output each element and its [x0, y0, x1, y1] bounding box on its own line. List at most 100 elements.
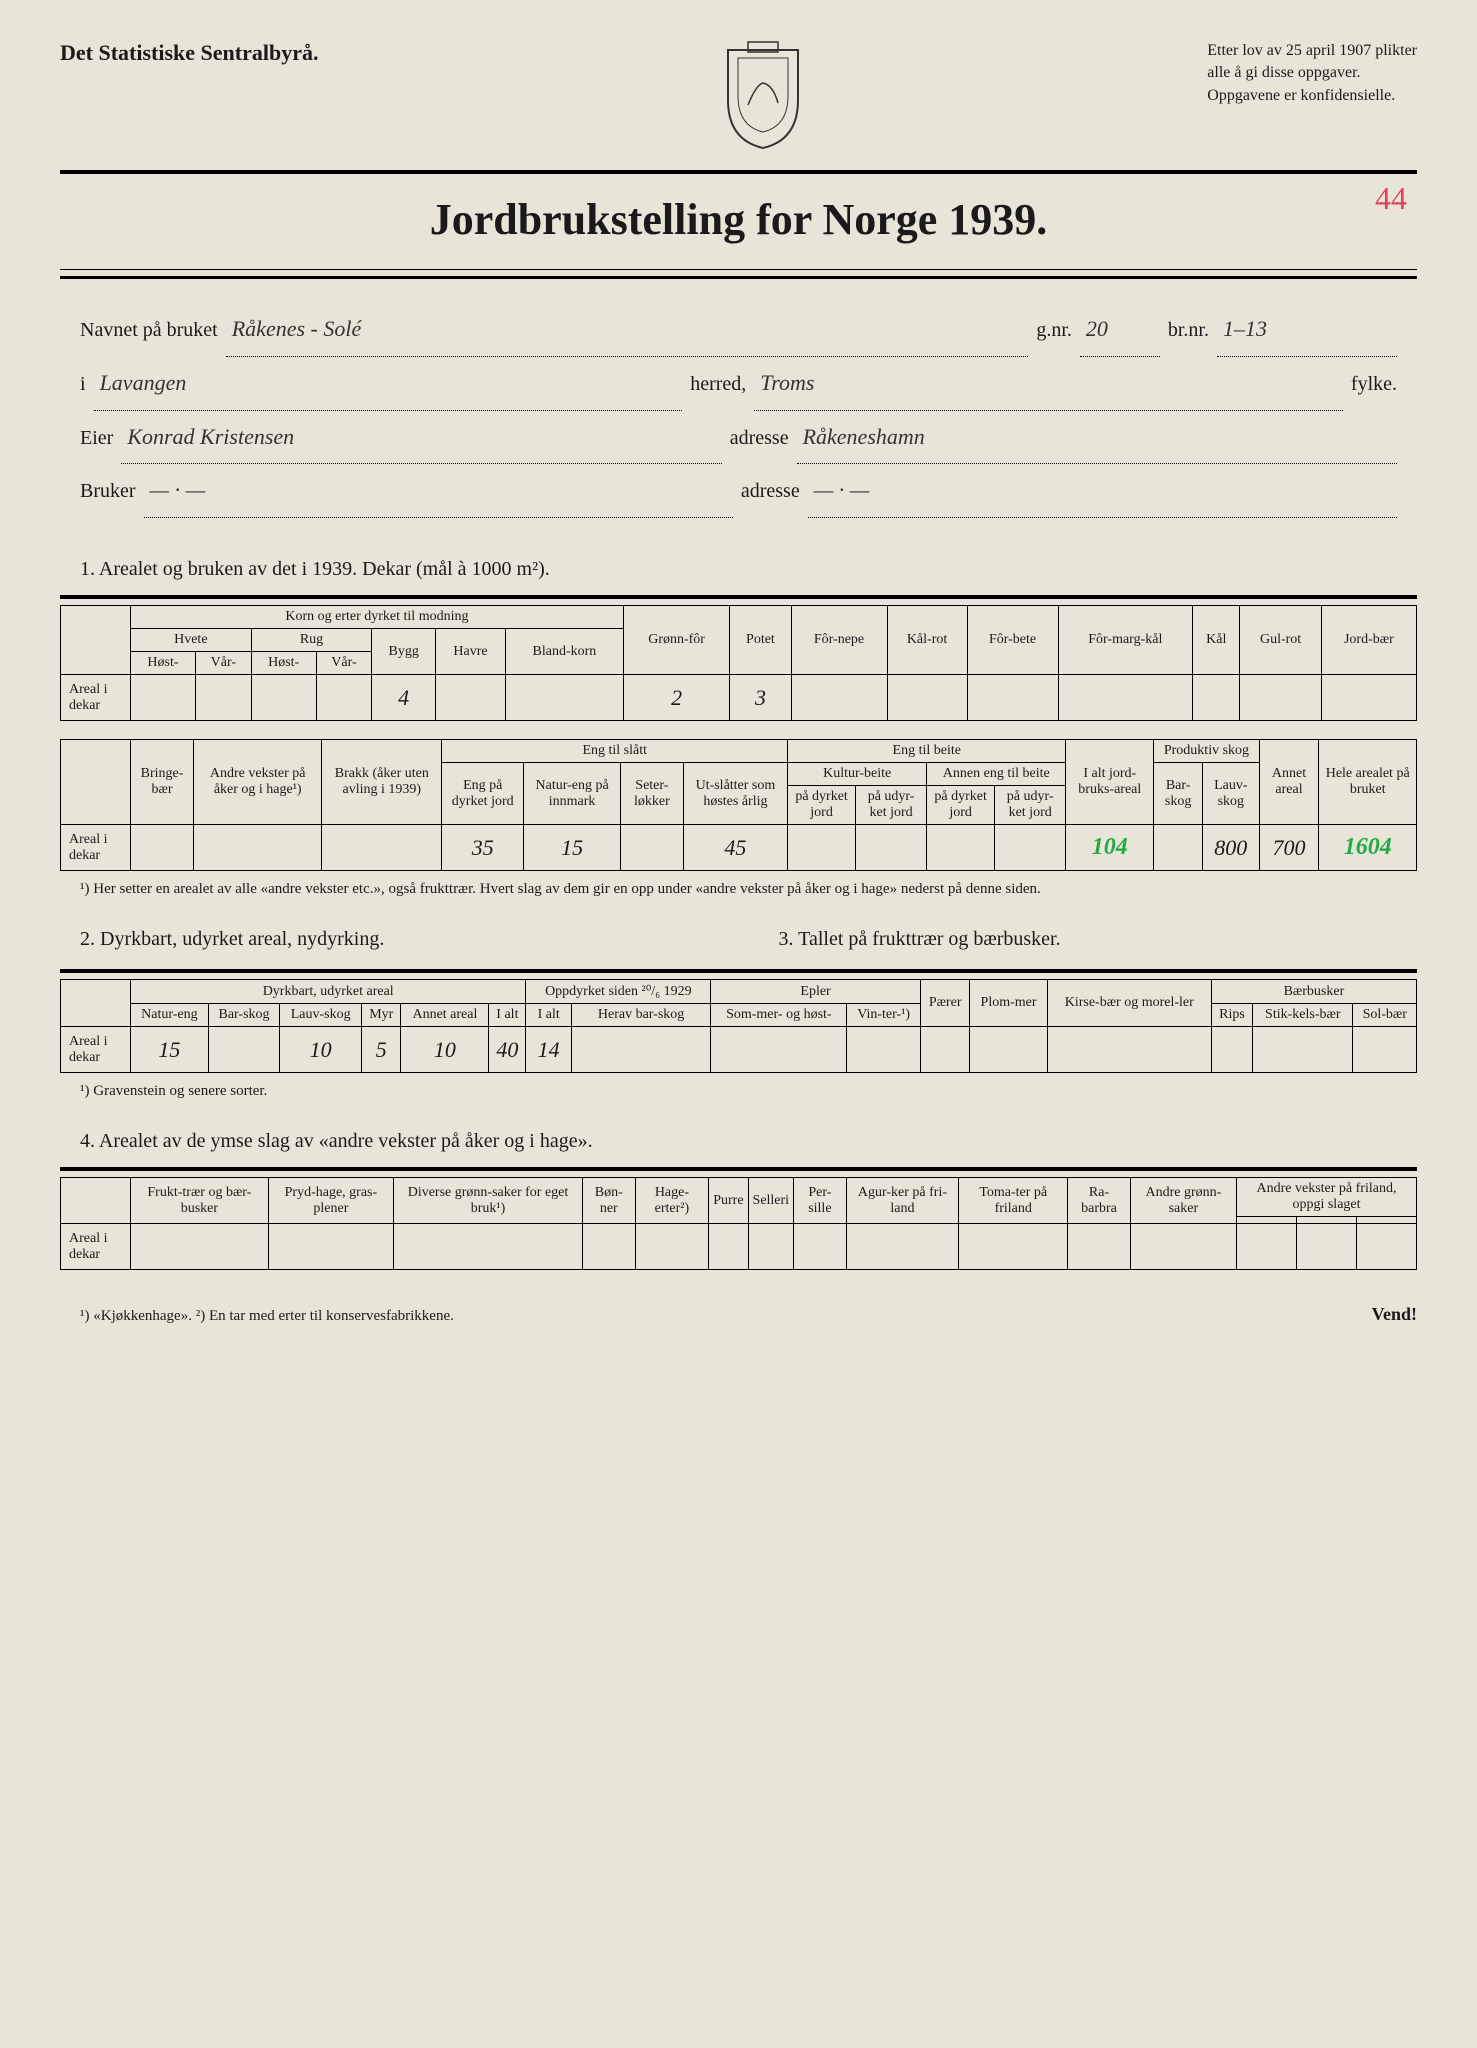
- th-s2-annet: Annet areal: [401, 1004, 489, 1027]
- th-eng-dyrket: Eng på dyrket jord: [442, 763, 524, 825]
- bruker-adresse-label: adresse: [741, 467, 800, 515]
- th-s2-natureng: Natur-eng: [131, 1004, 209, 1027]
- eier-adresse-value: Råkeneshamn: [797, 411, 1397, 465]
- i-label: i: [80, 360, 86, 408]
- section-1-title: 1. Arealet og bruken av det i 1939. Deka…: [80, 558, 1417, 581]
- th-vinter: Vin-ter-¹): [847, 1004, 921, 1027]
- v-potet: 3: [730, 675, 791, 721]
- th-potet: Potet: [730, 606, 791, 675]
- th-s2-myr: Myr: [362, 1004, 401, 1027]
- gnr-value: 20: [1080, 303, 1160, 357]
- th-havre: Havre: [436, 629, 506, 675]
- th-eng-slatt: Eng til slått: [442, 740, 788, 763]
- navnet-label: Navnet på bruket: [80, 306, 218, 354]
- legal-line-3: Oppgavene er konfidensielle.: [1207, 85, 1417, 107]
- table-1b: Bringe-bær Andre vekster på åker og i ha…: [60, 739, 1417, 871]
- crest-icon: [718, 40, 808, 150]
- footnote-1: ¹) Her setter en arealet av alle «andre …: [80, 881, 1397, 898]
- section-2-title: 2. Dyrkbart, udyrket areal, nydyrking.: [80, 928, 719, 951]
- th-s2-lauvskog: Lauv-skog: [280, 1004, 362, 1027]
- footnote-4: ¹) «Kjøkkenhage». ²) En tar med erter ti…: [80, 1308, 454, 1325]
- th-andre-fri: Andre vekster på friland, oppgi slaget: [1237, 1178, 1417, 1217]
- v-natureng: 15: [524, 825, 621, 871]
- fylke-label: fylke.: [1351, 360, 1397, 408]
- th-selleri: Selleri: [748, 1178, 794, 1224]
- th-var2: Vår-: [316, 652, 372, 675]
- th-gulrot: Gul-rot: [1240, 606, 1321, 675]
- th-lauvskog: Lauv-skog: [1202, 763, 1259, 825]
- row-label-23: Areal i dekar: [61, 1027, 131, 1073]
- v-s2-ialt: 40: [489, 1027, 526, 1073]
- th-rabarbra: Ra-barbra: [1068, 1178, 1131, 1224]
- th-kirse: Kirse-bær og morel-ler: [1047, 980, 1211, 1027]
- th-persille: Per-sille: [794, 1178, 847, 1224]
- org-name: Det Statistiske Sentralbyrå.: [60, 40, 318, 66]
- herred-value: Troms: [754, 357, 1343, 411]
- v-s2-natureng: 15: [131, 1027, 209, 1073]
- th-s2-herav: Herav bar-skog: [571, 1004, 710, 1027]
- herred-label: herred,: [690, 360, 746, 408]
- bruker-adresse-value: — · —: [808, 464, 1397, 518]
- th-stikkels: Stik-kels-bær: [1253, 1004, 1353, 1027]
- form-fields: Navnet på bruket Råkenes - Solé g.nr. 20…: [80, 303, 1397, 518]
- th-prod-skog: Produktiv skog: [1154, 740, 1259, 763]
- th-solbaer: Sol-bær: [1353, 1004, 1417, 1027]
- eier-value: Konrad Kristensen: [121, 411, 721, 465]
- main-title: Jordbrukstelling for Norge 1939.: [60, 194, 1417, 245]
- th-sommer: Som-mer- og høst-: [711, 1004, 847, 1027]
- th-hele: Hele arealet på bruket: [1319, 740, 1417, 825]
- v-hele: 1604: [1319, 825, 1417, 871]
- v-gronnfor: 2: [623, 675, 730, 721]
- th-jordbaer: Jord-bær: [1321, 606, 1416, 675]
- v-bygg: 4: [372, 675, 436, 721]
- th-s2-barskog: Bar-skog: [208, 1004, 279, 1027]
- th-s2-opp: Oppdyrket siden ²⁰/₆ 1929: [526, 980, 711, 1004]
- th-ialt-jord: I alt jord-bruks-areal: [1066, 740, 1154, 825]
- th-paerer: Pærer: [920, 980, 970, 1027]
- th-hvete: Hvete: [131, 629, 252, 652]
- th-bonner: Bøn-ner: [582, 1178, 635, 1224]
- th-tomater: Toma-ter på friland: [959, 1178, 1068, 1224]
- th-pa-dyrket1: på dyrket jord: [788, 786, 856, 825]
- th-forbete: Fôr-bete: [967, 606, 1058, 675]
- table-23: Dyrkbart, udyrket areal Oppdyrket siden …: [60, 979, 1417, 1073]
- legal-line-2: alle å gi disse oppgaver.: [1207, 62, 1417, 84]
- v-s2-ialt2: 14: [526, 1027, 572, 1073]
- row-label-1a: Areal i dekar: [61, 675, 131, 721]
- th-agurker: Agur-ker på fri-land: [846, 1178, 959, 1224]
- th-bygg: Bygg: [372, 629, 436, 675]
- th-purre: Purre: [709, 1178, 748, 1224]
- th-host2: Høst-: [251, 652, 316, 675]
- th-korn: Korn og erter dyrket til modning: [131, 606, 624, 629]
- v-lauv: 800: [1202, 825, 1259, 871]
- th-kal: Kål: [1193, 606, 1240, 675]
- th-bringebaer: Bringe-bær: [131, 740, 194, 825]
- eier-adresse-label: adresse: [730, 414, 789, 462]
- th-frukt: Frukt-trær og bær-busker: [131, 1178, 269, 1224]
- th-div: Diverse grønn-saker for eget bruk¹): [394, 1178, 583, 1224]
- bruker-label: Bruker: [80, 467, 136, 515]
- v-ialt: 104: [1066, 825, 1154, 871]
- th-s2-ialt2: I alt: [526, 1004, 572, 1027]
- gnr-label: g.nr.: [1036, 306, 1072, 354]
- th-brakk: Brakk (åker uten avling i 1939): [322, 740, 442, 825]
- footnote-2: ¹) Gravenstein og senere sorter.: [80, 1083, 1397, 1100]
- table-1a: Korn og erter dyrket til modning Grønn-f…: [60, 605, 1417, 721]
- th-plommer: Plom-mer: [970, 980, 1047, 1027]
- vend-label: Vend!: [1372, 1304, 1417, 1325]
- th-hageerter: Hage-erter²): [635, 1178, 709, 1224]
- th-pryd: Pryd-hage, gras-plener: [268, 1178, 393, 1224]
- th-formargkal: Fôr-marg-kål: [1058, 606, 1193, 675]
- th-kulturbeite: Kultur-beite: [788, 763, 927, 786]
- th-annet-areal: Annet areal: [1259, 740, 1319, 825]
- th-epler: Epler: [711, 980, 921, 1004]
- th-annen-beite: Annen eng til beite: [927, 763, 1066, 786]
- th-var1: Vår-: [195, 652, 251, 675]
- th-andre-gronn: Andre grønn-saker: [1130, 1178, 1236, 1224]
- page-number-handwritten: 44: [1375, 180, 1407, 217]
- v-s2-annet: 10: [401, 1027, 489, 1073]
- th-rug: Rug: [251, 629, 372, 652]
- navnet-value: Råkenes - Solé: [226, 303, 1029, 357]
- brnr-label: br.nr.: [1168, 306, 1209, 354]
- th-barskog: Bar-skog: [1154, 763, 1203, 825]
